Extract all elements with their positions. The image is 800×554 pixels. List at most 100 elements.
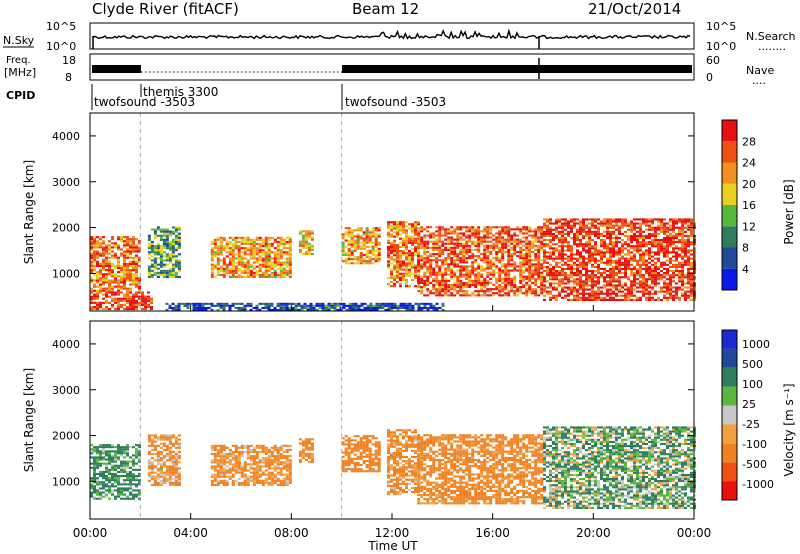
echo-cell	[138, 281, 141, 284]
echo-cell	[102, 458, 105, 461]
echo-cell	[615, 237, 618, 240]
echo-cell	[657, 298, 660, 301]
colorbar-tick-label: 16	[742, 199, 756, 212]
echo-cell	[165, 247, 169, 250]
echo-cell	[459, 279, 463, 282]
echo-cell	[663, 222, 666, 225]
echo-cell	[474, 259, 478, 262]
echo-cell	[225, 471, 229, 474]
echo-cell	[213, 253, 217, 256]
echo-cell	[618, 220, 621, 223]
echo-cell	[387, 306, 391, 309]
echo-cell	[480, 290, 484, 293]
echo-cell	[132, 260, 135, 263]
echo-cell	[609, 226, 612, 229]
echo-cell	[555, 230, 558, 233]
echo-cell	[666, 288, 669, 291]
echo-cell	[501, 263, 505, 266]
echo-cell	[228, 448, 232, 451]
echo-cell	[243, 251, 247, 254]
echo-cell	[219, 238, 223, 241]
echo-cell	[231, 273, 235, 276]
echo-cell	[501, 248, 505, 251]
echo-cell	[648, 265, 651, 268]
echo-cell	[243, 275, 247, 278]
echo-cell	[426, 281, 430, 284]
echo-cell	[654, 298, 657, 301]
echo-cell	[528, 226, 532, 229]
echo-cell	[651, 228, 654, 231]
echo-cell	[132, 303, 135, 306]
echo-cell	[504, 232, 508, 235]
echo-cell	[570, 237, 573, 240]
echo-cell	[579, 274, 582, 277]
echo-cell	[519, 253, 523, 256]
echo-cell	[600, 298, 603, 301]
echo-cell	[264, 255, 268, 258]
echo-cell	[441, 248, 445, 251]
echo-cell	[231, 261, 235, 264]
echo-cell	[549, 267, 552, 270]
echo-cell	[615, 245, 618, 248]
echo-cell	[261, 242, 265, 245]
echo-cell	[603, 278, 606, 281]
echo-cell	[105, 260, 108, 263]
echo-cell	[105, 493, 108, 496]
echo-cell	[633, 245, 636, 248]
echo-cell	[468, 286, 472, 289]
echo-cell	[471, 234, 475, 237]
echo-cell	[618, 226, 621, 229]
echo-cell	[474, 284, 478, 287]
echo-cell	[114, 452, 117, 455]
echo-cell	[138, 303, 141, 306]
echo-cell	[426, 290, 430, 293]
echo-cell	[297, 308, 301, 311]
echo-cell	[174, 481, 178, 484]
echo-cell	[246, 302, 250, 305]
echo-cell	[519, 238, 523, 241]
echo-cell	[678, 220, 681, 223]
echo-cell	[570, 290, 573, 293]
echo-cell	[225, 453, 229, 456]
echo-cell	[513, 248, 517, 251]
echo-cell	[93, 481, 96, 484]
echo-cell	[417, 260, 420, 263]
echo-cell	[675, 259, 678, 262]
echo-cell	[663, 282, 666, 285]
echo-cell	[471, 257, 475, 260]
echo-cell	[552, 294, 555, 297]
echo-cell	[408, 256, 411, 259]
echo-cell	[377, 247, 381, 250]
echo-cell	[411, 252, 414, 255]
echo-cell	[267, 259, 271, 262]
echo-cell	[374, 260, 378, 263]
echo-cell	[540, 246, 544, 249]
echo-cell	[368, 262, 372, 265]
colorbar-tick-label: 20	[742, 178, 756, 191]
echo-cell	[417, 284, 421, 287]
echo-cell	[633, 284, 636, 287]
echo-cell	[420, 228, 424, 231]
echo-cell	[249, 304, 253, 307]
echo-cell	[507, 273, 511, 276]
echo-cell	[267, 251, 271, 254]
echo-cell	[282, 251, 286, 254]
echo-cell	[377, 233, 381, 236]
echo-cell	[681, 228, 684, 231]
echo-cell	[645, 298, 648, 301]
echo-cell	[624, 230, 627, 233]
echo-cell	[252, 253, 256, 256]
echo-cell	[486, 240, 490, 243]
echo-cell	[471, 261, 475, 264]
echo-cell	[483, 269, 487, 272]
echo-cell	[93, 250, 96, 253]
echo-cell	[648, 243, 651, 246]
echo-cell	[690, 234, 693, 237]
echo-cell	[90, 487, 93, 490]
echo-cell	[120, 483, 123, 486]
echo-cell	[243, 265, 247, 268]
echo-cell	[399, 268, 402, 271]
echo-cell	[321, 302, 325, 305]
echo-cell	[114, 489, 117, 492]
echo-cell	[582, 284, 585, 287]
